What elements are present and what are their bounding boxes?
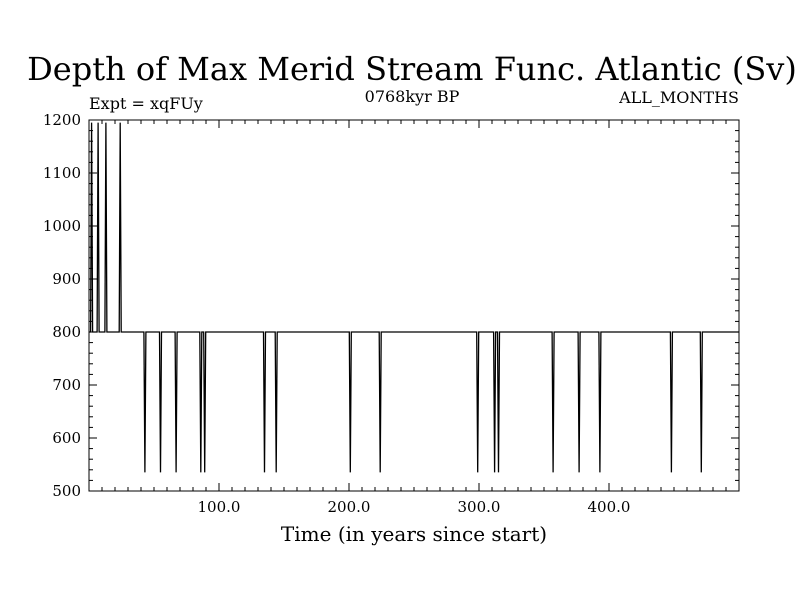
series-line xyxy=(89,122,739,473)
x-tick-label: 100.0 xyxy=(198,498,241,516)
x-tick-label: 400.0 xyxy=(588,498,631,516)
y-tick-label: 1100 xyxy=(43,164,81,182)
y-tick-label: 700 xyxy=(52,376,81,394)
y-tick-label: 500 xyxy=(52,482,81,500)
chart-title: Depth of Max Merid Stream Func. Atlantic… xyxy=(27,50,797,88)
y-tick-label: 1000 xyxy=(43,217,81,235)
x-tick-label: 300.0 xyxy=(458,498,501,516)
x-tick-label: 200.0 xyxy=(328,498,371,516)
chart-subtitle-right: ALL_MONTHS xyxy=(618,88,739,107)
x-axis-ticks: 100.0 200.0 300.0 400.0 xyxy=(101,120,727,516)
y-tick-label: 600 xyxy=(52,429,81,447)
chart-subtitle-left: Expt = xqFUy xyxy=(89,94,203,113)
y-tick-label: 1200 xyxy=(43,111,81,129)
chart-subtitle-center: 0768kyr BP xyxy=(365,87,460,106)
y-axis-ticks: 500 600 700 800 900 1000 1100 1200 xyxy=(43,111,739,500)
x-axis-label: Time (in years since start) xyxy=(281,522,547,546)
y-tick-label: 900 xyxy=(52,270,81,288)
y-tick-label: 800 xyxy=(52,323,81,341)
plot-frame xyxy=(88,119,740,492)
